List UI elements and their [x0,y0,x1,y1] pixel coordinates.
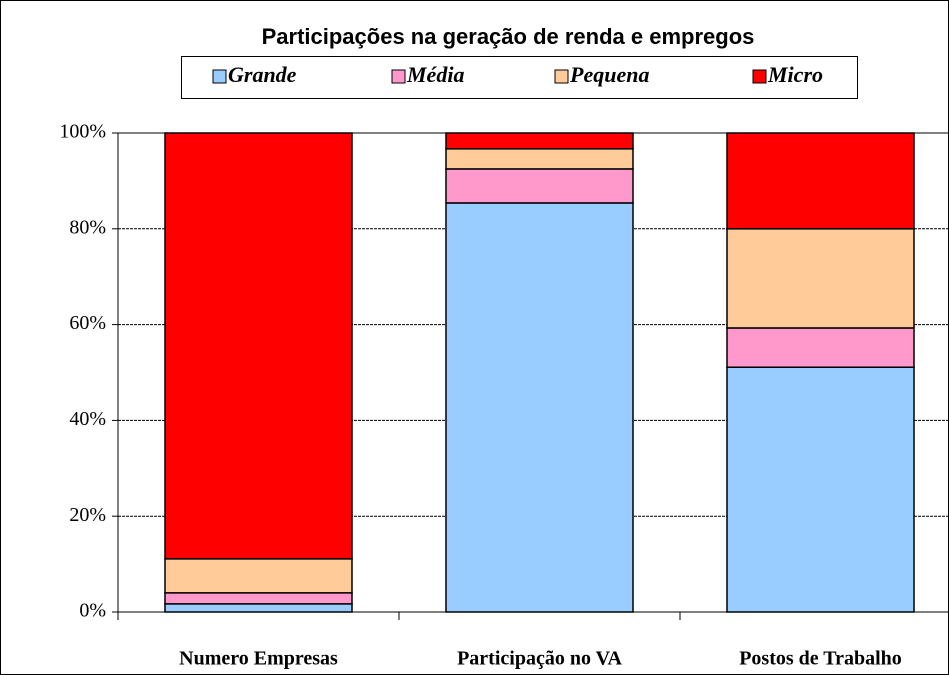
y-tick-label: 20% [69,504,106,526]
y-tick-label: 80% [69,216,106,238]
legend-swatch [752,69,767,84]
y-tick-label: 100% [59,121,106,143]
bar-segment [164,132,353,560]
legend-swatch [554,69,569,84]
chart-title: Participações na geração de renda e empr… [262,24,755,49]
legend-swatch [391,69,406,84]
legend-label: Média [406,62,464,87]
bar-segment [445,132,634,150]
legend-label: Micro [767,62,823,87]
y-tick-label: 40% [69,408,106,430]
bar-segment [164,558,353,594]
bar-segment [445,168,634,204]
legend-label: Grande [228,62,297,87]
bar-segment [726,132,915,230]
legend-box [181,56,858,99]
bar-segment [164,603,353,613]
x-tick-label: Postos de Trabalho [739,648,902,670]
legend-label: Pequena [569,62,649,87]
bar-segment [445,202,634,613]
y-tick-label: 0% [79,600,106,622]
x-tick-label: Numero Empresas [179,648,338,670]
bar-segment [445,148,634,170]
x-tick-label: Participação no VA [457,648,622,670]
bar-segment [726,327,915,368]
bar-segment [726,228,915,329]
bar-segment [726,366,915,613]
y-tick-label: 60% [69,312,106,334]
bar-segment [164,592,353,605]
legend-swatch [212,69,227,84]
